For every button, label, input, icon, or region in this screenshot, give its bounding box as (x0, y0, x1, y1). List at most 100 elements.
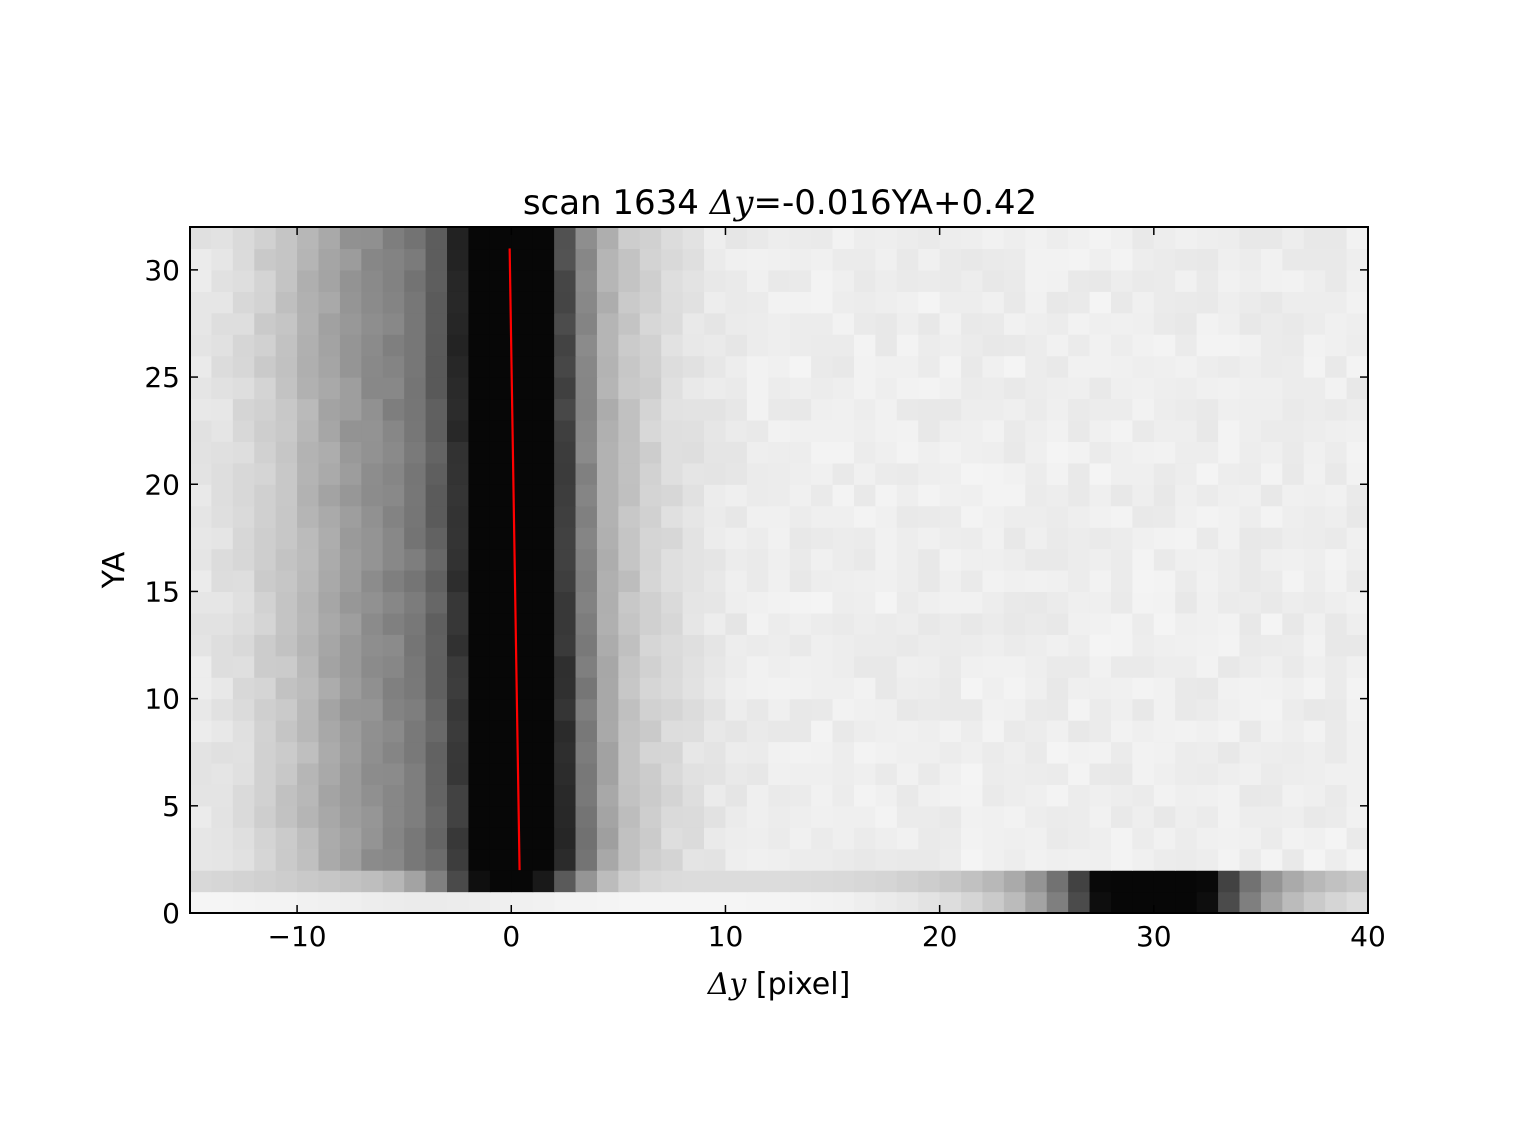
heatmap-cell (404, 870, 427, 893)
heatmap-cell (725, 784, 748, 807)
heatmap-cell (1260, 441, 1283, 464)
heatmap-cell (661, 269, 684, 292)
heatmap-cell (1282, 762, 1305, 785)
heatmap-cell (1068, 227, 1091, 250)
heatmap-cell (1003, 720, 1026, 743)
heatmap-cell (1218, 784, 1241, 807)
heatmap-cell (875, 848, 898, 871)
heatmap-cell (425, 334, 448, 357)
heatmap-cell (190, 398, 213, 421)
heatmap-cell (682, 891, 705, 914)
heatmap-cell (961, 827, 984, 850)
heatmap-cell (939, 312, 962, 335)
heatmap-cell (190, 334, 213, 357)
heatmap-cell (961, 591, 984, 614)
heatmap-cell (1303, 312, 1326, 335)
heatmap-cell (554, 484, 577, 507)
heatmap-cell (618, 548, 641, 571)
heatmap-cell (811, 334, 834, 357)
heatmap-cell (254, 805, 277, 828)
heatmap-cell (575, 269, 598, 292)
heatmap-cell (1068, 334, 1091, 357)
heatmap-cell (811, 312, 834, 335)
heatmap-cell (1025, 570, 1048, 593)
y-tick-label: 5 (162, 790, 180, 823)
heatmap-cell (575, 291, 598, 314)
heatmap-cell (832, 870, 855, 893)
heatmap-cell (404, 784, 427, 807)
heatmap-cell (982, 398, 1005, 421)
heatmap-cell (896, 634, 919, 657)
heatmap-cell (682, 634, 705, 657)
heatmap-cell (190, 269, 213, 292)
heatmap-cell (1089, 462, 1112, 485)
heatmap-cell (1346, 848, 1369, 871)
heatmap-cell (939, 720, 962, 743)
heatmap-cell (190, 741, 213, 764)
heatmap-cell (618, 612, 641, 635)
heatmap-cell (1239, 655, 1262, 678)
heatmap-cell (1025, 891, 1048, 914)
heatmap-cell (575, 419, 598, 442)
heatmap-cell (1175, 698, 1198, 721)
heatmap-cell (918, 248, 941, 271)
heatmap-cell (618, 441, 641, 464)
heatmap-cell (1196, 784, 1219, 807)
heatmap-cell (511, 698, 534, 721)
heatmap-cells (190, 227, 1369, 914)
heatmap-cell (596, 720, 619, 743)
heatmap-cell (254, 227, 277, 250)
heatmap-cell (190, 870, 213, 893)
heatmap-cell (489, 227, 512, 250)
heatmap-cell (1003, 334, 1026, 357)
heatmap-cell (554, 827, 577, 850)
heatmap-cell (982, 312, 1005, 335)
heatmap-cell (575, 484, 598, 507)
heatmap-cell (1175, 312, 1198, 335)
heatmap-cell (275, 655, 298, 678)
heatmap-cell (704, 570, 727, 593)
heatmap-cell (554, 312, 577, 335)
heatmap-cell (575, 591, 598, 614)
heatmap-cell (1132, 441, 1155, 464)
heatmap-cell (489, 291, 512, 314)
heatmap-cell (339, 741, 362, 764)
heatmap-cell (1110, 677, 1133, 700)
heatmap-cell (1025, 741, 1048, 764)
heatmap-cell (1303, 870, 1326, 893)
heatmap-cell (1025, 484, 1048, 507)
heatmap-cell (1196, 570, 1219, 593)
heatmap-cell (1196, 548, 1219, 571)
heatmap-cell (1068, 312, 1091, 335)
heatmap-cell (275, 612, 298, 635)
heatmap-cell (1132, 720, 1155, 743)
heatmap-cell (768, 741, 791, 764)
heatmap-cell (254, 634, 277, 657)
heatmap-cell (639, 419, 662, 442)
heatmap-cell (1175, 870, 1198, 893)
heatmap-cell (254, 441, 277, 464)
heatmap-cell (254, 741, 277, 764)
heatmap-cell (211, 762, 234, 785)
heatmap-cell (875, 784, 898, 807)
heatmap-cell (596, 291, 619, 314)
heatmap-cell (1175, 591, 1198, 614)
heatmap-cell (1132, 677, 1155, 700)
heatmap-cell (896, 870, 919, 893)
heatmap-cell (1346, 634, 1369, 657)
heatmap-cell (1110, 355, 1133, 378)
heatmap-cell (211, 591, 234, 614)
heatmap-cell (1046, 848, 1069, 871)
heatmap-cell (811, 355, 834, 378)
heatmap-cell (1196, 741, 1219, 764)
heatmap-cell (789, 891, 812, 914)
heatmap-cell (232, 291, 255, 314)
heatmap-cell (682, 334, 705, 357)
heatmap-cell (425, 248, 448, 271)
heatmap-cell (318, 484, 341, 507)
heatmap-cell (318, 655, 341, 678)
heatmap-cell (896, 269, 919, 292)
heatmap-cell (1003, 827, 1026, 850)
heatmap-cell (1260, 805, 1283, 828)
heatmap-cell (1089, 870, 1112, 893)
